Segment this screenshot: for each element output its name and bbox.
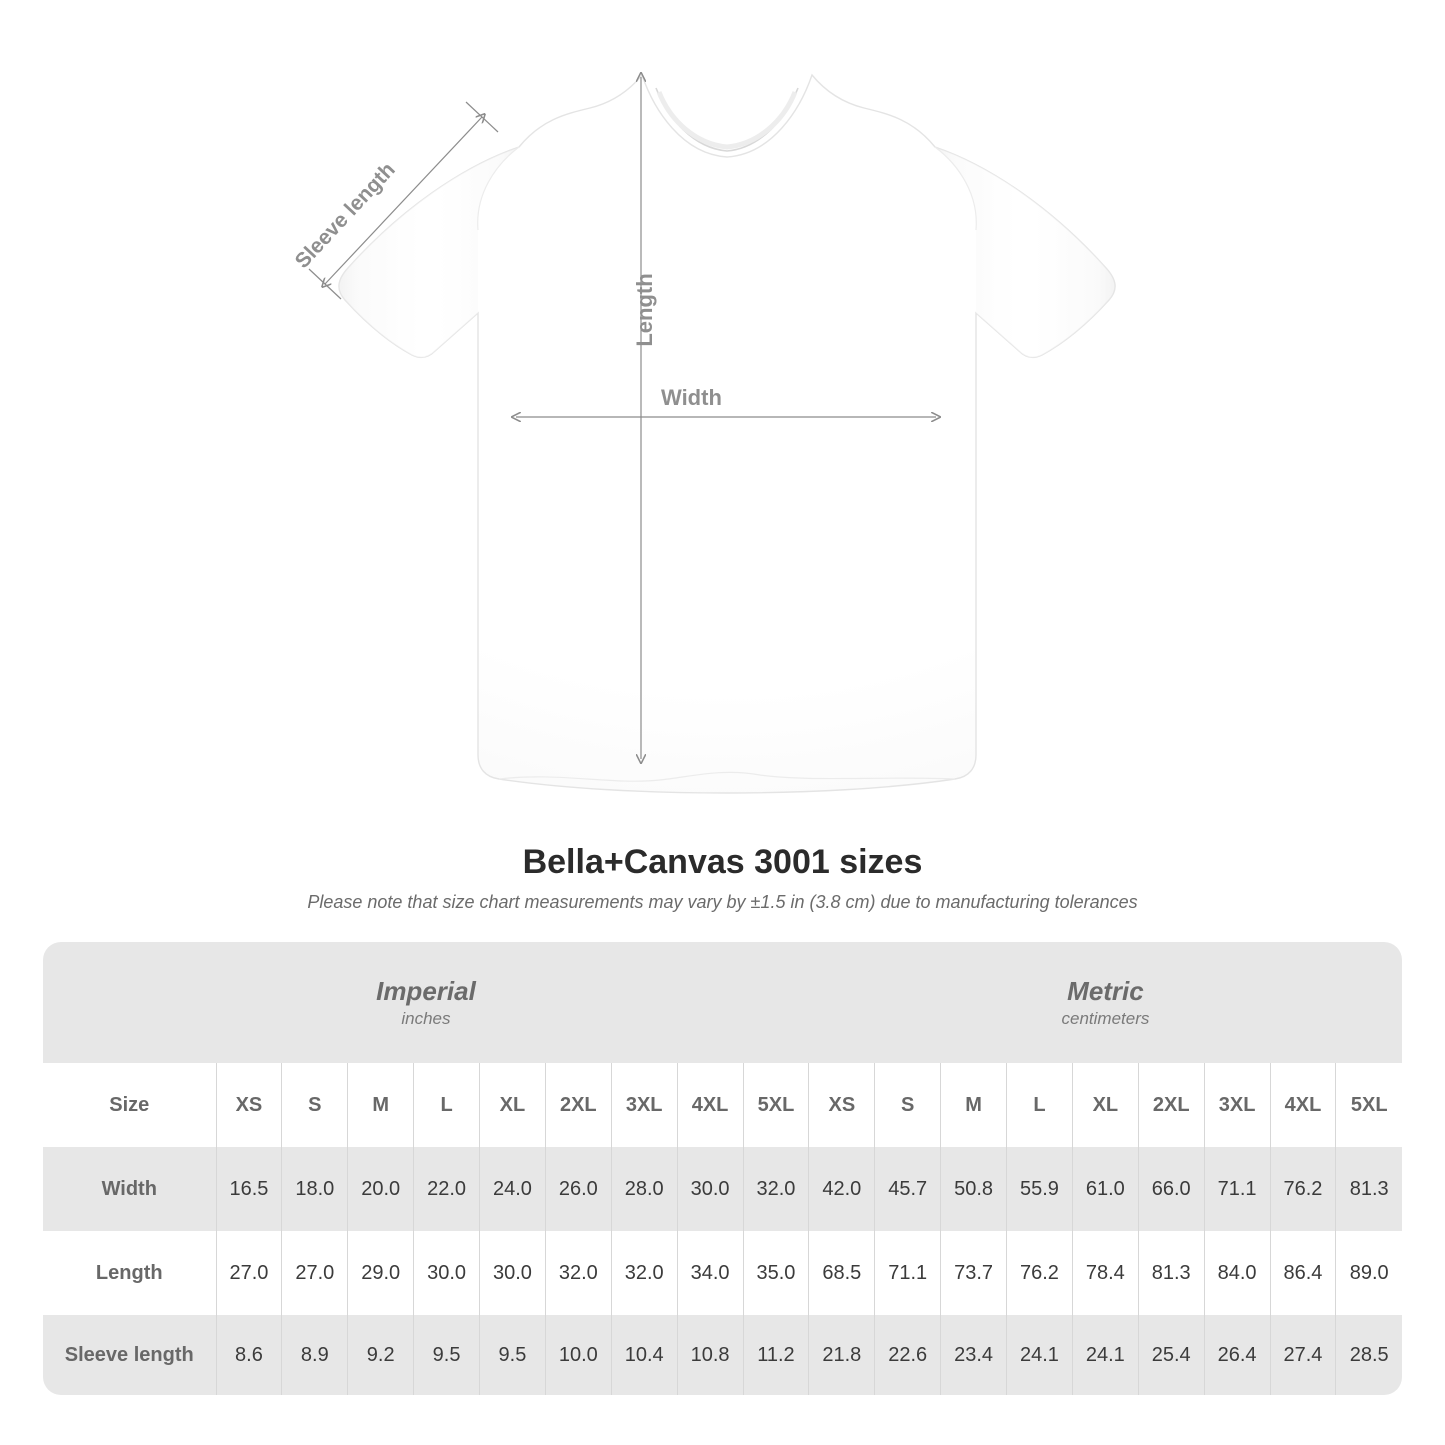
svg-text:Length: Length (632, 273, 657, 346)
svg-text:Width: Width (661, 385, 722, 410)
